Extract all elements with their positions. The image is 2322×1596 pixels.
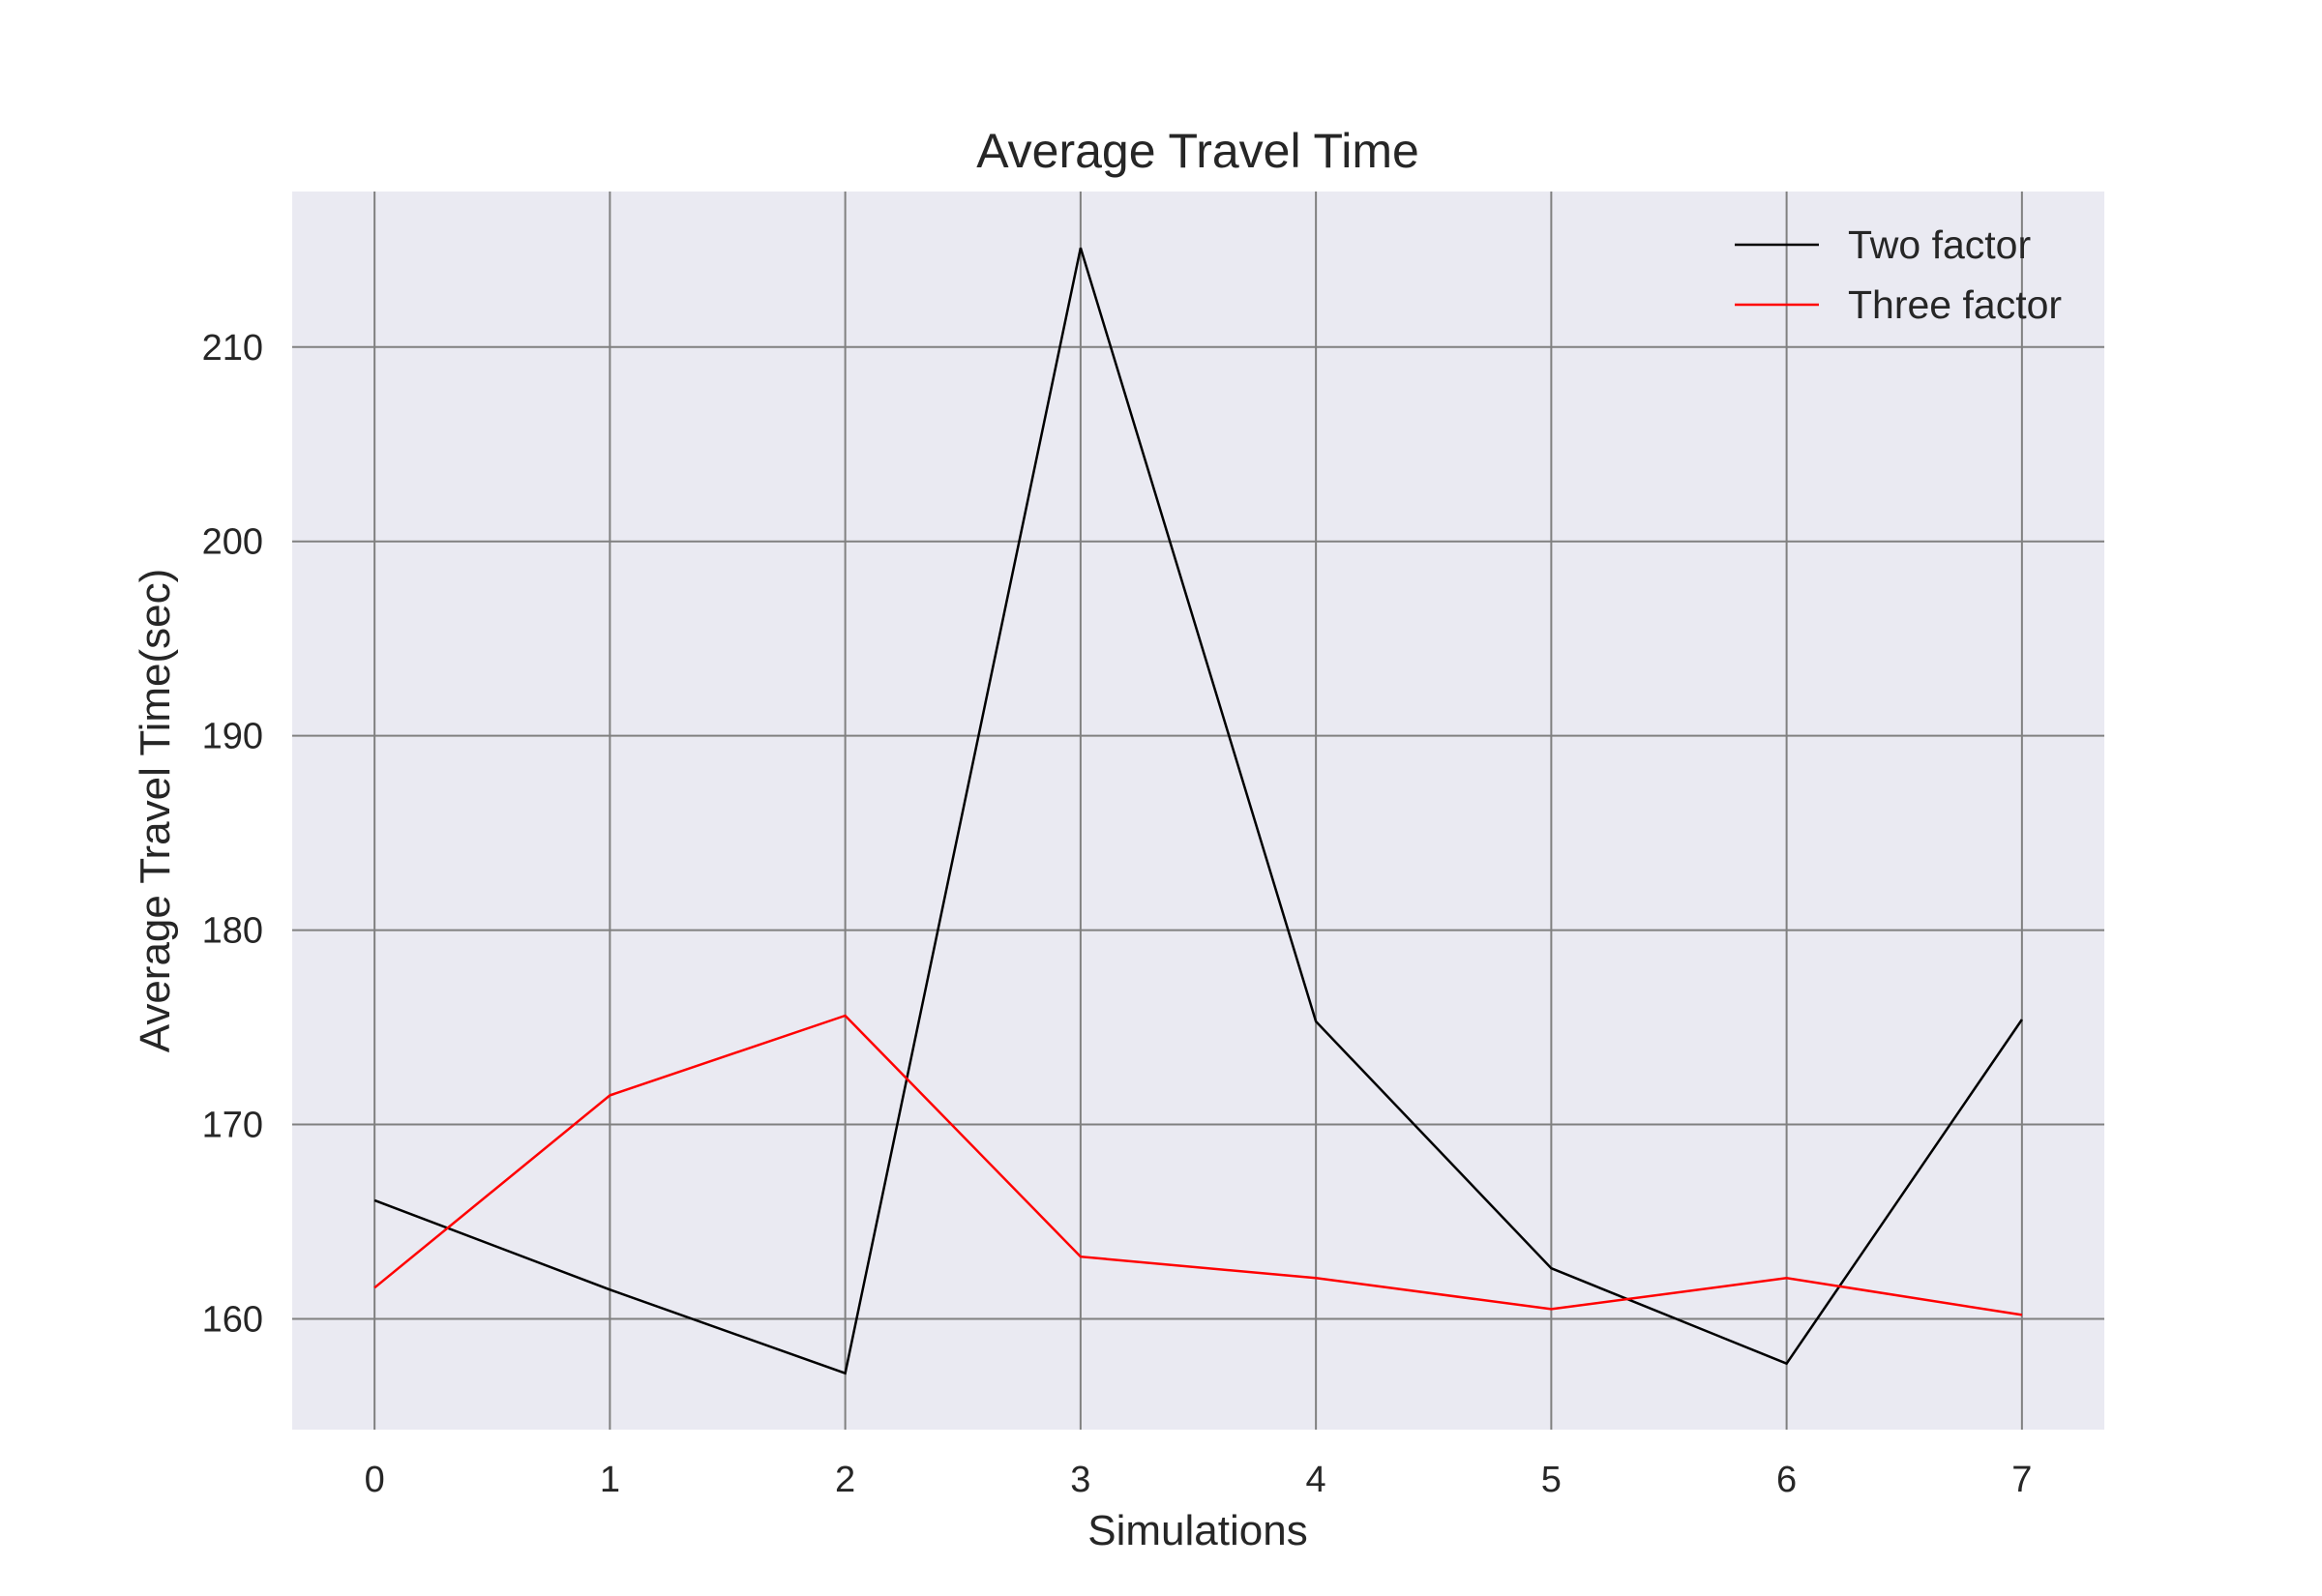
legend-label: Two factor [1848, 222, 2031, 267]
y-tick-label: 180 [202, 911, 263, 952]
y-tick-labels: 160 170 180 190 200 210 [202, 328, 263, 1341]
x-tick-labels: 0 1 2 3 4 5 6 7 [365, 1460, 2033, 1500]
series-lines [373, 247, 2023, 1375]
x-axis-label: Simulations [1087, 1507, 1307, 1554]
y-tick-label: 160 [202, 1299, 263, 1340]
legend-label: Three factor [1848, 282, 2062, 327]
x-tick-label: 4 [1306, 1460, 1326, 1500]
series-line-two-factor [373, 247, 2023, 1375]
series-line-three-factor [373, 1014, 2023, 1316]
x-tick-label: 6 [1776, 1460, 1797, 1500]
y-tick-label: 170 [202, 1106, 263, 1146]
y-axis-label: Average Travel Time(sec) [132, 569, 179, 1052]
x-tick-label: 2 [835, 1460, 855, 1500]
y-tick-label: 210 [202, 328, 263, 369]
plot-background [292, 192, 2104, 1430]
x-tick-label: 0 [365, 1460, 385, 1500]
x-tick-label: 3 [1070, 1460, 1090, 1500]
x-tick-label: 7 [2011, 1460, 2032, 1500]
y-tick-label: 190 [202, 717, 263, 757]
chart-title: Average Travel Time [976, 124, 1419, 178]
y-tick-label: 200 [202, 522, 263, 563]
x-tick-label: 1 [600, 1460, 620, 1500]
legend: Two factor Three factor [1735, 222, 2062, 327]
grid-lines [292, 192, 2104, 1430]
x-tick-label: 5 [1541, 1460, 1562, 1500]
